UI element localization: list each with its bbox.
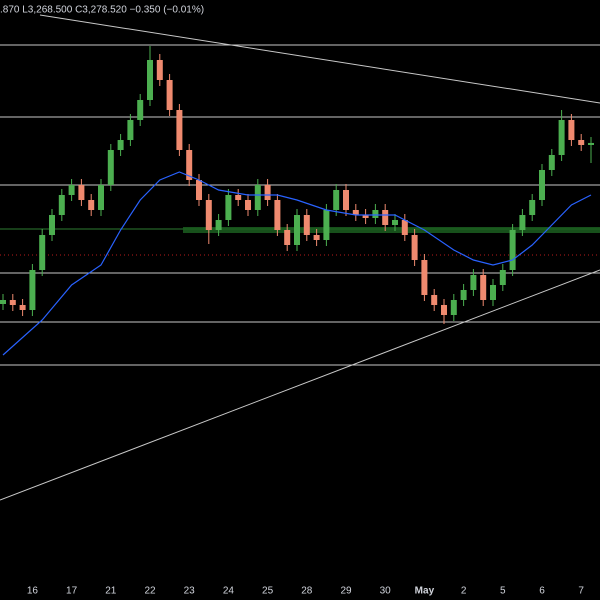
- candle-body: [274, 200, 281, 230]
- candle-body: [147, 60, 153, 100]
- candle-body: [401, 220, 408, 235]
- trend-line: [39, 14, 600, 104]
- candle-body: [98, 185, 104, 210]
- candle-body: [9, 300, 16, 305]
- x-tick-label: 17: [66, 586, 78, 597]
- candle-body: [578, 140, 585, 145]
- moving-average: [2, 171, 592, 356]
- candle-body: [392, 220, 398, 225]
- candle-body: [127, 120, 134, 140]
- candle-body: [58, 195, 65, 215]
- x-tick-label: 28: [301, 586, 313, 597]
- candle-body: [88, 200, 95, 210]
- candle-body: [294, 215, 300, 245]
- candle-body: [0, 300, 6, 304]
- candle-body: [68, 185, 75, 195]
- candle-body: [539, 170, 545, 200]
- candle-body: [382, 210, 389, 225]
- candle-body: [333, 190, 340, 210]
- x-tick-label: 6: [539, 586, 545, 597]
- candle-body: [107, 150, 114, 185]
- candle-body: [39, 235, 46, 270]
- x-tick-label: 7: [578, 586, 584, 597]
- candle-body: [362, 215, 369, 218]
- candle-body: [196, 180, 202, 200]
- candle-body: [19, 305, 26, 310]
- candle-body: [343, 190, 349, 210]
- candle-body: [450, 300, 457, 315]
- x-tick-label: 21: [105, 586, 117, 597]
- candle-body: [323, 210, 330, 240]
- candle-body: [460, 290, 467, 300]
- x-tick-label: 16: [27, 586, 39, 597]
- candle-body: [215, 220, 222, 230]
- candle-body: [568, 120, 575, 140]
- candle-body: [49, 215, 55, 235]
- candle-body: [441, 305, 447, 315]
- x-tick-label: May: [415, 586, 435, 597]
- candle-body: [372, 210, 379, 218]
- candle-body: [431, 295, 438, 305]
- candle-body: [117, 140, 124, 150]
- x-tick-label: 29: [340, 586, 352, 597]
- support-zone: [183, 227, 600, 233]
- candle-body: [480, 275, 487, 300]
- x-tick-label: 30: [380, 586, 392, 597]
- candle-body: [352, 210, 359, 215]
- candle-body: [137, 100, 144, 120]
- candle-body: [245, 200, 251, 210]
- candle-body: [156, 60, 163, 80]
- candle-body: [78, 185, 85, 200]
- candle-body: [490, 285, 496, 300]
- candle-body: [254, 185, 261, 210]
- candle-body: [499, 270, 506, 285]
- x-tick-label: 2: [461, 586, 467, 597]
- candle-body: [558, 120, 565, 155]
- x-tick-label: 23: [184, 586, 196, 597]
- candle-body: [225, 195, 232, 220]
- plot: [0, 46, 594, 356]
- candle-body: [548, 155, 555, 170]
- candle-body: [421, 260, 428, 295]
- candle-body: [313, 235, 320, 240]
- x-tick-label: 22: [144, 586, 156, 597]
- candle-body: [186, 150, 193, 180]
- x-tick-label: 5: [500, 586, 506, 597]
- time-axis: [0, 580, 600, 600]
- candle-body: [235, 195, 242, 200]
- candle-body: [284, 230, 291, 245]
- candle-body: [470, 275, 477, 290]
- trend-line: [0, 269, 600, 501]
- candle-body: [519, 215, 526, 230]
- ohlc-header: .870 L3,268.500 C3,278.520 −0.350 (−0.01…: [0, 5, 204, 16]
- candle-body: [176, 110, 183, 150]
- candle-body: [166, 80, 173, 110]
- candle-body: [529, 200, 536, 215]
- candle-body: [303, 215, 310, 235]
- candle-body: [205, 200, 212, 230]
- candle-body: [29, 270, 36, 310]
- candle-body: [411, 235, 418, 260]
- candle-body: [509, 230, 516, 270]
- x-tick-label: 25: [262, 586, 274, 597]
- candle-body: [264, 185, 271, 200]
- x-tick-label: 24: [223, 586, 235, 597]
- candle-body: [588, 142, 594, 145]
